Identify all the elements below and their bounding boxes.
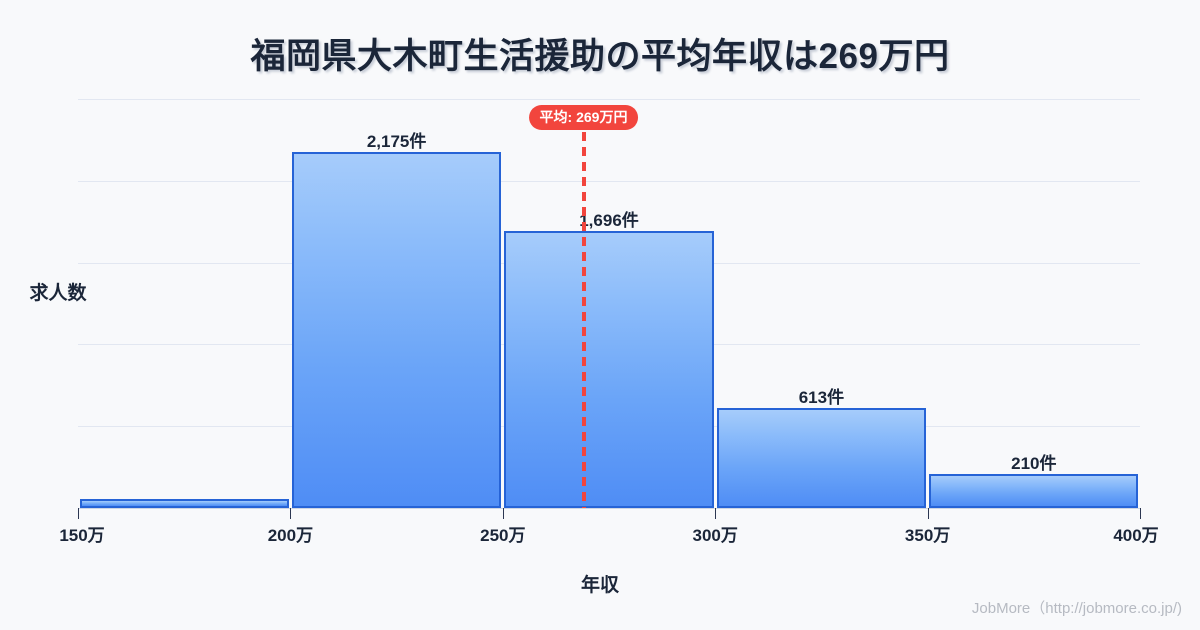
gridline [78,180,1140,182]
bar-value-label: 1,696件 [579,210,639,230]
x-axis-tick-label: 300万 [692,526,738,545]
bar-value-label: 2,175件 [366,132,427,152]
chart-title: 福岡県大木町生活援助の平均年収は269万円 [250,37,950,76]
bar[interactable] [79,499,289,508]
bar-value-label: 613件 [798,387,845,407]
x-axis-tick-label: 250万 [480,526,526,545]
gridline [78,99,1140,100]
x-axis-tick-label: 200万 [267,526,314,545]
x-axis-tick-label: 150万 [59,526,105,545]
plot-area [78,99,1140,509]
bar[interactable] [504,230,714,508]
x-axis-label: 年収 [580,575,619,596]
x-axis-baseline [78,508,1140,509]
x-axis-tick [927,508,929,519]
bar[interactable] [929,473,1139,508]
x-axis-tick [290,508,292,519]
y-axis-label: 求人数 [29,283,87,304]
x-axis-tick-label: 350万 [904,526,951,545]
x-axis-tick [502,508,504,519]
average-badge: 平均: 269万円 [528,105,639,130]
average-line-icon [581,132,586,508]
x-axis-tick [1140,508,1141,519]
x-axis-tick [715,508,717,519]
watermark: JobMore（http://jobmore.co.jp/) [971,600,1182,617]
x-axis-tick-label: 400万 [1113,526,1159,545]
bar-value-label: 210件 [1011,453,1057,473]
bar[interactable] [291,152,502,508]
x-axis-tick [78,508,79,519]
bar[interactable] [716,407,927,508]
